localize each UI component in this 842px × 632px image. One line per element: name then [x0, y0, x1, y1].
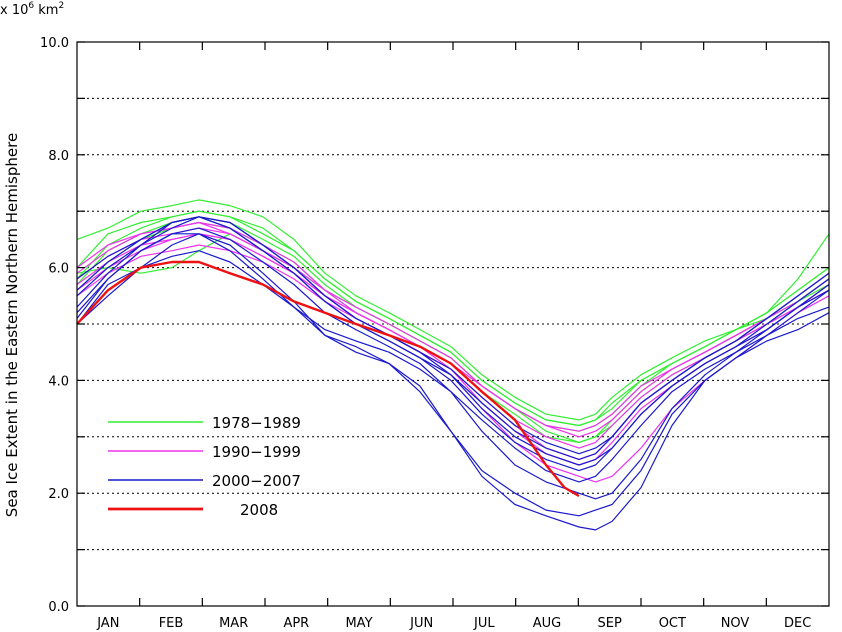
- gridlines: [77, 97, 829, 551]
- legend-label: 1978−1989: [212, 414, 301, 432]
- series-line: [76, 260, 580, 498]
- series-lines: [76, 199, 830, 531]
- series-line: [76, 233, 830, 531]
- legend-label: 2008: [240, 501, 278, 519]
- month-label: SEP: [598, 616, 622, 631]
- y-tick-label: 0.0: [48, 600, 69, 615]
- series-line: [76, 227, 830, 500]
- legend-label: 2000−2007: [212, 472, 301, 490]
- legend: 1978−1989 1990−1999 2000−2007 2008: [108, 414, 301, 519]
- month-label: MAR: [219, 616, 248, 631]
- month-label: JUN: [409, 616, 433, 631]
- month-label: APR: [283, 616, 309, 631]
- series-line: [76, 199, 830, 421]
- month-label: JUL: [473, 616, 495, 631]
- series-line: [76, 221, 830, 438]
- series-line: [76, 221, 830, 432]
- month-label: FEB: [159, 616, 184, 631]
- month-label: JAN: [96, 616, 119, 631]
- month-label: OCT: [659, 616, 686, 631]
- y-tick-label: 8.0: [48, 149, 69, 164]
- y-axis-title: Sea Ice Extent in the Eastern Northern H…: [3, 133, 21, 517]
- axis-ticks: 0.0 2.0 4.0 6.0 8.0 10.0 JAN FEB MAR APR MAY JUN JUL…: [40, 36, 829, 631]
- series-line: [76, 233, 830, 466]
- series-line: [76, 250, 830, 483]
- y-tick-label: 10.0: [40, 36, 69, 51]
- y-tick-label: 6.0: [48, 262, 69, 277]
- series-line: [76, 216, 830, 460]
- month-label: NOV: [721, 616, 750, 631]
- series-line: [76, 210, 830, 427]
- series-line: [76, 233, 830, 443]
- y-tick-label: 2.0: [48, 487, 69, 502]
- month-label: DEC: [784, 616, 811, 631]
- month-label: AUG: [533, 616, 561, 631]
- month-label: MAY: [345, 616, 372, 631]
- unit-label: x 106 km2: [0, 1, 64, 18]
- series-line: [76, 216, 830, 472]
- series-line: [76, 233, 830, 517]
- series-line: [76, 221, 830, 443]
- y-tick-label: 4.0: [48, 374, 69, 389]
- legend-label: 1990−1999: [212, 443, 301, 461]
